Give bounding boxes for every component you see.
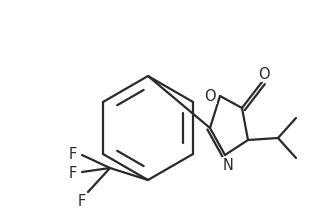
Text: O: O [204, 89, 216, 103]
Text: F: F [69, 147, 77, 161]
Text: N: N [223, 157, 233, 172]
Text: F: F [69, 165, 77, 180]
Text: O: O [258, 67, 270, 81]
Text: F: F [78, 194, 86, 208]
